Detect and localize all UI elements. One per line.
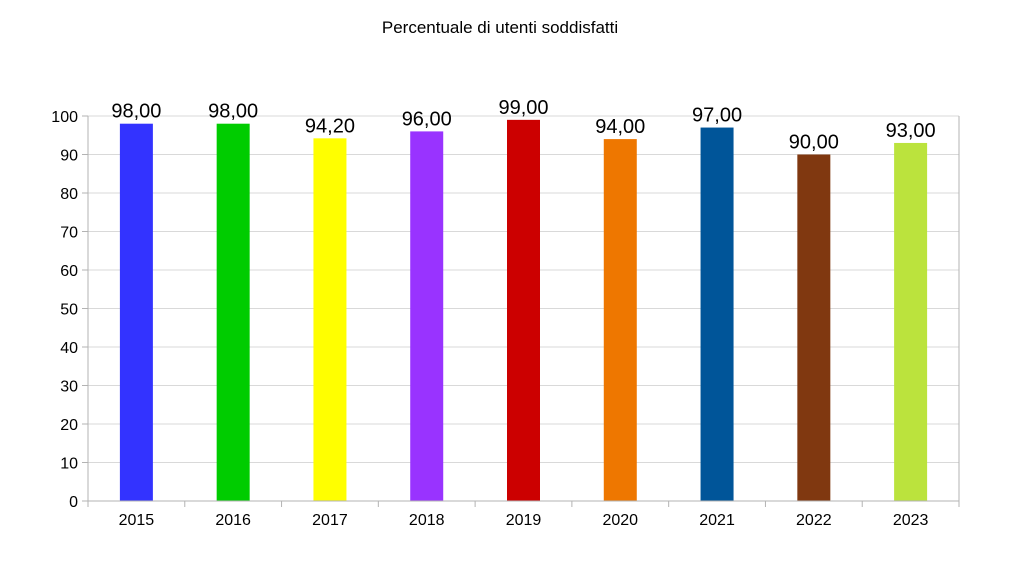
bar-2015 — [119, 123, 153, 501]
y-tick-label: 80 — [60, 186, 78, 203]
x-tick-label-2018: 2018 — [409, 512, 445, 529]
y-tick-label: 100 — [51, 109, 78, 126]
bar-2016 — [216, 123, 250, 501]
data-label-2020: 94,00 — [595, 116, 645, 138]
y-tick-label: 90 — [60, 148, 78, 165]
x-tick-label-2020: 2020 — [602, 512, 638, 529]
bars — [119, 119, 928, 502]
bar-2018 — [410, 131, 444, 501]
bar-2019 — [507, 119, 540, 501]
data-label-2018: 96,00 — [402, 108, 452, 130]
data-label-2019: 99,00 — [498, 97, 548, 119]
x-tick-label-2019: 2019 — [506, 512, 542, 529]
y-tick-label: 50 — [60, 302, 78, 319]
bar-2023 — [894, 142, 928, 501]
bar-2017 — [313, 138, 347, 501]
bar-2021 — [700, 127, 734, 502]
data-labels: 98,00 98,00 94,20 96,00 99,00 94,00 97,00 90,00… — [111, 97, 935, 154]
chart-title: Percentuale di utenti soddisfatti — [382, 18, 618, 37]
data-label-2022: 90,00 — [789, 132, 839, 154]
data-label-2021: 97,00 — [692, 105, 742, 127]
bar-2022 — [797, 154, 831, 501]
bar-2020 — [603, 139, 637, 501]
y-axis: 0 10 20 30 40 50 60 70 80 90 100 — [51, 109, 89, 511]
x-tick-label-2015: 2015 — [119, 512, 155, 529]
data-label-2017: 94,20 — [305, 115, 355, 137]
x-tick-label-2016: 2016 — [215, 512, 251, 529]
data-label-2015: 98,00 — [111, 101, 161, 123]
x-tick-label-2021: 2021 — [699, 512, 735, 529]
x-tick-label-2023: 2023 — [893, 512, 929, 529]
y-tick-label: 10 — [60, 456, 78, 473]
y-tick-label: 20 — [60, 417, 78, 434]
y-tick-label: 40 — [60, 340, 78, 357]
x-axis: 2015 2016 2017 2018 2019 2020 2021 2022 2023 — [87, 500, 960, 529]
y-tick-label: 0 — [69, 494, 78, 511]
x-tick-label-2017: 2017 — [312, 512, 348, 529]
y-tick-label: 60 — [60, 263, 78, 280]
data-label-2023: 93,00 — [886, 120, 936, 142]
y-tick-label: 30 — [60, 379, 78, 396]
y-tick-label: 70 — [60, 225, 78, 242]
x-tick-label-2022: 2022 — [796, 512, 832, 529]
data-label-2016: 98,00 — [208, 101, 258, 123]
